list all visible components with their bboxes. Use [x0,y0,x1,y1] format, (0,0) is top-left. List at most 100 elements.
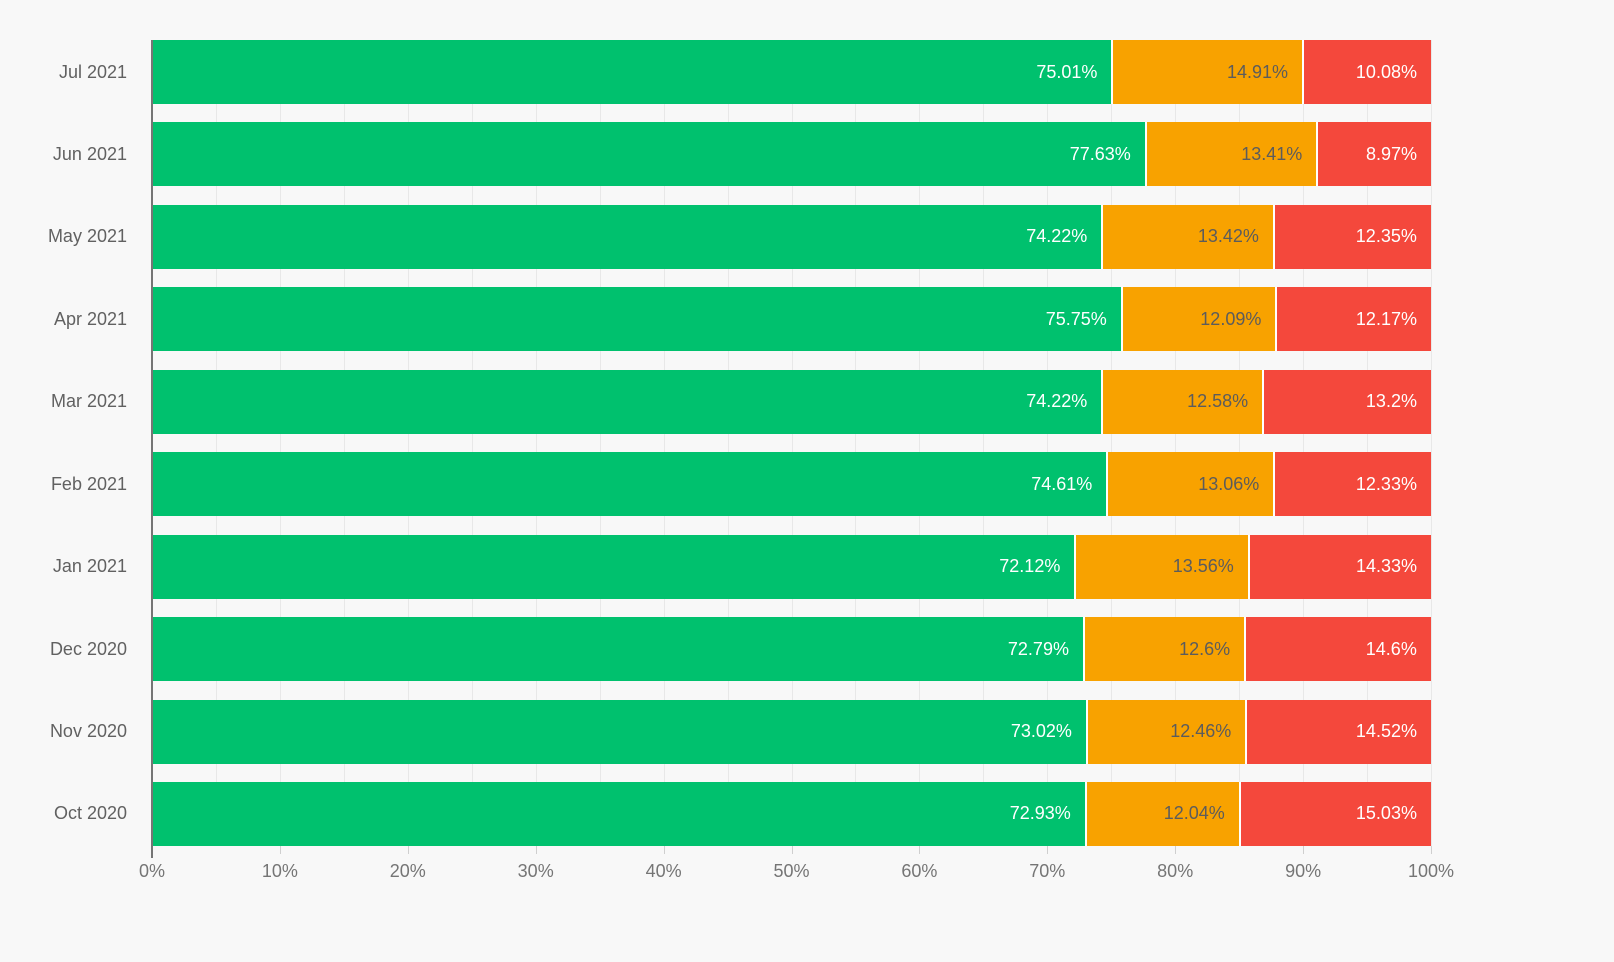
bar-segment-red[interactable]: 14.52% [1245,699,1431,764]
bar-row: Jun 2021 77.63% 13.41% 8.97% [0,122,1431,187]
x-axis-tick-label: 60% [901,861,938,881]
gridline [279,40,281,846]
category-label: Nov 2020 [49,721,127,741]
gridline [663,40,665,846]
segment-value-label: 72.93% [1009,803,1071,824]
bar-segment-red[interactable]: 15.03% [1238,781,1431,846]
bar-track: 77.63% 13.41% 8.97% [152,122,1431,187]
bar-segment-orange[interactable]: 13.41% [1144,122,1317,187]
gridline [343,40,345,846]
gridline [471,40,473,846]
bar-segment-red[interactable]: 12.35% [1272,204,1431,269]
x-axis-tickmark [1175,846,1177,854]
bar-segment-orange[interactable]: 13.42% [1101,204,1273,269]
x-axis-tick-label: 0% [138,861,166,881]
x-axis-tick-label: 20% [389,861,426,881]
segment-value-label: 14.91% [1227,61,1289,82]
segment-value-label: 75.75% [1045,308,1107,329]
bar-segment-green[interactable]: 75.75% [152,287,1121,352]
segment-value-label: 12.58% [1187,391,1249,412]
segment-value-label: 13.56% [1172,556,1234,577]
bar-segment-red[interactable]: 12.17% [1275,287,1431,352]
segment-value-label: 12.46% [1170,721,1232,741]
bar-segment-orange[interactable]: 13.56% [1074,534,1248,599]
bar-segment-red[interactable]: 14.6% [1244,617,1431,682]
gridline [727,40,729,846]
segment-value-label: 12.35% [1355,226,1417,247]
segment-value-label: 13.42% [1197,226,1259,247]
bar-segment-orange[interactable]: 12.58% [1101,369,1263,434]
bar-segment-red[interactable]: 8.97% [1316,122,1431,187]
bar-segment-orange[interactable]: 13.06% [1106,452,1274,517]
segment-value-label: 14.33% [1355,556,1417,577]
bar-segment-red[interactable]: 14.33% [1247,534,1431,599]
segment-value-label: 73.02% [1010,721,1072,741]
gridline [215,40,217,846]
bar-track: 74.61% 13.06% 12.33% [152,452,1431,517]
gridline [1047,40,1049,846]
bar-segment-orange[interactable]: 12.09% [1120,287,1276,352]
x-axis-tick-label: 10% [261,861,298,881]
bar-row: Nov 2020 73.02% 12.46% 14.52% [0,699,1431,764]
gridline [791,40,793,846]
segment-value-label: 12.6% [1179,638,1231,659]
segment-value-label: 74.61% [1031,473,1093,494]
segment-value-label: 12.33% [1355,473,1417,494]
bar-segment-green[interactable]: 72.79% [152,617,1083,682]
segment-value-label: 13.2% [1365,391,1417,412]
segment-value-label: 72.79% [1007,638,1069,659]
gridline [1367,40,1369,846]
bar-row: Dec 2020 72.79% 12.6% 14.6% [0,617,1431,682]
bar-segment-green[interactable]: 72.12% [152,534,1075,599]
gridline [407,40,409,846]
gridline [1111,40,1113,846]
bar-track: 74.22% 13.42% 12.35% [152,204,1431,269]
x-axis-tickmark [791,846,793,854]
bar-segment-green[interactable]: 73.02% [152,699,1086,764]
bar-segment-orange[interactable]: 12.46% [1085,699,1246,764]
gridline [535,40,537,846]
x-axis-tickmarks [152,846,1432,854]
segment-value-label: 12.17% [1355,308,1417,329]
x-axis-tick-label: 80% [1157,861,1194,881]
gridline [855,40,857,846]
segment-value-label: 10.08% [1355,61,1417,82]
gridline [983,40,985,846]
bar-row: Apr 2021 75.75% 12.09% 12.17% [0,287,1431,352]
bar-track: 72.79% 12.6% 14.6% [152,617,1431,682]
bar-segment-orange[interactable]: 12.6% [1082,617,1245,682]
segment-value-label: 13.06% [1198,473,1260,494]
bar-segment-orange[interactable]: 14.91% [1111,40,1303,104]
segment-value-label: 13.41% [1241,143,1303,164]
bar-segment-green[interactable]: 77.63% [152,122,1145,187]
category-label: Jan 2021 [52,556,127,577]
bar-segment-green[interactable]: 72.93% [152,781,1085,846]
bar-segment-green[interactable]: 74.22% [152,369,1102,434]
bar-row: Mar 2021 74.22% 12.58% 13.2% [0,369,1431,434]
x-axis-tickmark [1303,846,1305,854]
x-axis-tickmark [407,846,409,854]
segment-value-label: 72.12% [999,556,1061,577]
bar-segment-green[interactable]: 75.01% [152,40,1112,104]
bar-track: 75.75% 12.09% 12.17% [152,287,1431,352]
bar-row: Feb 2021 74.61% 13.06% 12.33% [0,452,1431,517]
bar-segment-red[interactable]: 12.33% [1273,452,1431,517]
bar-segment-red[interactable]: 13.2% [1262,369,1431,434]
bar-track: 72.93% 12.04% 15.03% [152,781,1431,846]
category-label: Oct 2020 [53,803,127,824]
bar-segment-red[interactable]: 10.08% [1302,40,1431,104]
x-axis-tickmark [663,846,665,854]
gridline [1303,40,1305,846]
segment-value-label: 74.22% [1026,226,1088,247]
x-axis-tick-label: 50% [773,861,810,881]
category-label: May 2021 [47,226,127,247]
bar-track: 74.22% 12.58% 13.2% [152,369,1431,434]
gridline [919,40,921,846]
bar-segment-green[interactable]: 74.61% [152,452,1107,517]
x-axis-tick-label: 40% [645,861,682,881]
bar-segment-green[interactable]: 74.22% [152,204,1102,269]
bar-segment-orange[interactable]: 12.04% [1084,781,1239,846]
segment-value-label: 8.97% [1365,143,1417,164]
bar-row: May 2021 74.22% 13.42% 12.35% [0,204,1431,269]
